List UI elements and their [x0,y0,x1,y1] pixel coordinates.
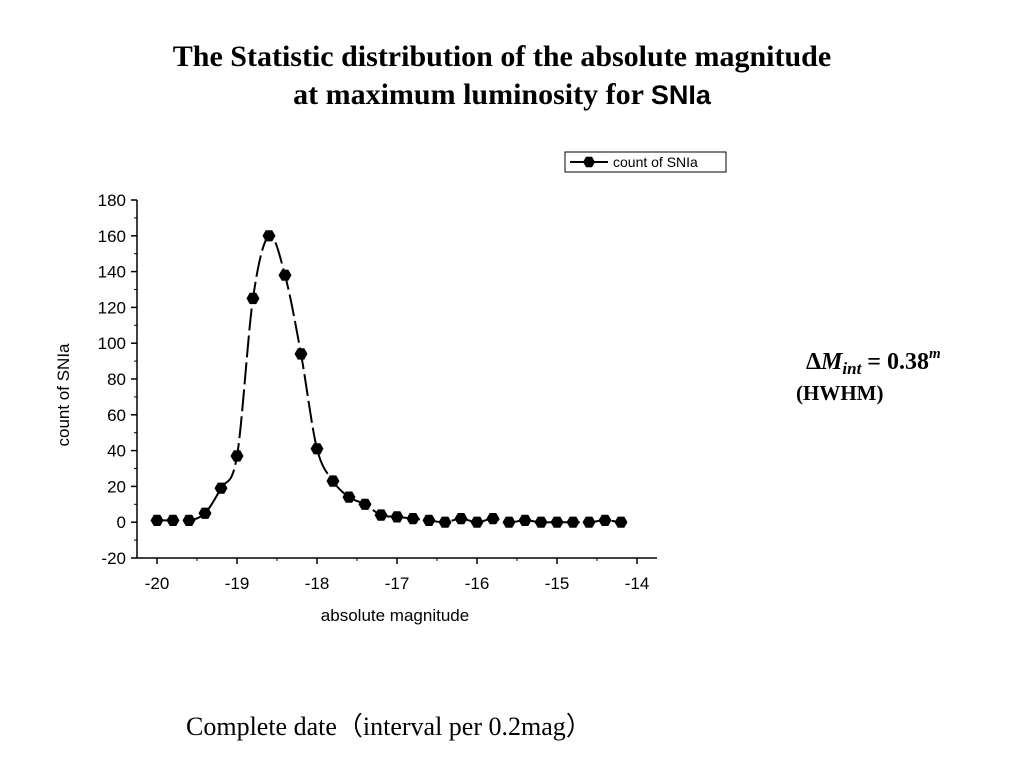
data-point [534,516,548,528]
data-point [550,516,564,528]
data-point [470,516,484,528]
data-point [374,509,388,521]
data-point [246,292,260,305]
y-axis-label: count of SNIa [54,343,73,447]
chart-axes: -20 0 20 40 60 80 100 120 140 160 180 -20 -19 -18 -17 -… [98,191,657,593]
data-point [230,450,244,462]
legend-label: count of SNIa [613,154,698,170]
title-line-2: at maximum luminosity for SNIa [0,76,1004,114]
x-tick-label: -20 [145,574,170,593]
m-superscript: m [928,346,941,362]
data-point [598,514,612,526]
x-tick-label: -16 [465,574,490,593]
data-point [390,511,404,523]
data-point [438,516,452,528]
y-tick-label: 80 [107,370,126,389]
title-line-2-text: at maximum luminosity for [293,78,651,111]
data-point [486,513,500,525]
data-point [150,514,164,526]
data-point [422,514,436,526]
data-point [198,507,212,519]
caption: Complete date（interval per 0.2mag） [186,712,592,741]
data-points [150,230,628,528]
hwhm-note: (HWHM) [796,381,884,405]
legend: count of SNIa [564,151,727,173]
data-point [406,513,420,525]
x-tick-label: -17 [385,574,410,593]
y-tick-label: 180 [98,191,126,210]
data-point [454,513,468,525]
y-tick-label: 100 [98,334,126,353]
data-point [358,498,372,510]
data-point [342,491,356,503]
y-tick-label: 60 [107,406,126,425]
data-point [502,516,516,528]
legend-marker-icon [583,156,595,168]
data-point [182,514,196,526]
data-point [166,514,180,526]
legend-box [564,151,727,173]
y-tick-label: 0 [117,513,126,532]
equals-value: = 0.38 [861,349,929,375]
data-point [326,475,340,487]
y-tick-label: 120 [98,298,126,317]
page-title: The Statistic distribution of the absolu… [0,38,1004,114]
data-point [614,516,628,528]
data-point [518,514,532,526]
delta-m-equation: ΔMint = 0.38m [796,346,941,379]
x-tick-label: -19 [225,574,250,593]
y-tick-label: 140 [98,263,126,282]
x-axis-label: absolute magnitude [321,606,469,625]
data-point [278,269,292,281]
data-point [566,516,580,528]
data-point [214,482,228,494]
y-tick-label: 20 [107,477,126,496]
y-tick-label: 160 [98,227,126,246]
m-symbol: M [821,349,843,375]
data-point [582,516,596,528]
title-line-1: The Statistic distribution of the absolu… [172,40,832,73]
fit-curve [157,234,622,524]
y-tick-label: -20 [101,549,126,568]
data-point [310,443,324,455]
x-tick-label: -18 [305,574,330,593]
int-subscript: int [842,359,862,378]
title-suffix: SNIa [650,80,711,110]
x-tick-label: -15 [545,574,570,593]
y-tick-label: 40 [107,442,126,461]
x-tick-label: -14 [625,574,650,593]
delta-symbol: Δ [806,349,822,375]
data-point [294,348,308,360]
data-point [262,230,276,242]
hwhm-annotation: ΔMint = 0.38m (HWHM) [796,346,941,406]
